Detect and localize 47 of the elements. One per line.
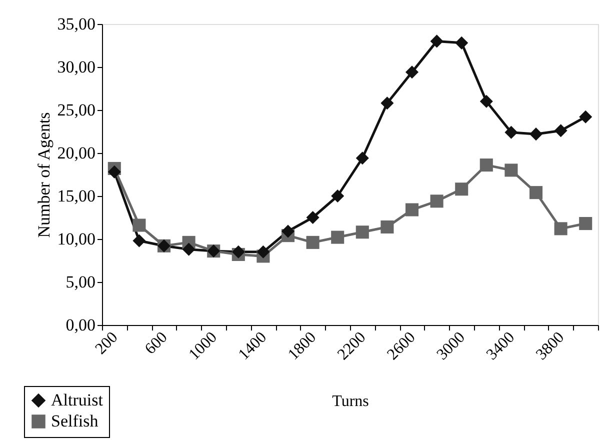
point — [331, 189, 344, 203]
point — [480, 158, 493, 172]
point — [256, 245, 270, 258]
point — [108, 165, 121, 178]
y-tick-label: 15,00 — [57, 186, 96, 206]
x-axis-title: Turns — [332, 392, 369, 410]
point — [579, 217, 592, 230]
point — [331, 230, 344, 244]
point — [455, 182, 468, 196]
point — [455, 36, 468, 50]
point — [182, 242, 196, 256]
x-tick-label: 1800 — [285, 328, 320, 364]
legend-label: Selfish — [51, 412, 99, 430]
point — [405, 66, 419, 79]
point — [356, 152, 369, 165]
x-tick-label: 1000 — [186, 328, 220, 364]
y-tick-label: 20,00 — [57, 144, 96, 162]
point — [480, 94, 493, 108]
point — [504, 126, 518, 139]
y-tick-label: 5,00 — [66, 272, 96, 292]
point — [132, 218, 146, 232]
y-tick-label: 35,00 — [57, 14, 96, 34]
y-tick-label: 10,00 — [57, 230, 96, 248]
y-tick-label: 25,00 — [57, 100, 96, 120]
point — [306, 236, 320, 249]
legend-label: Altruist — [51, 390, 104, 410]
point — [430, 34, 444, 48]
y-axis-title: Number of Agents — [34, 112, 54, 238]
point — [529, 128, 543, 141]
point — [554, 124, 568, 138]
point — [405, 203, 419, 216]
point — [380, 220, 394, 234]
point — [132, 234, 146, 248]
x-tick-label: 1400 — [235, 328, 270, 364]
y-tick-label: 0,00 — [66, 316, 96, 334]
y-tick-label: 30,00 — [57, 58, 96, 76]
x-tick-label: 600 — [142, 328, 171, 358]
point — [554, 222, 568, 236]
point — [504, 164, 518, 177]
point — [232, 245, 245, 258]
point — [380, 96, 394, 110]
point — [356, 226, 369, 239]
point — [281, 224, 295, 238]
point — [306, 210, 320, 224]
point — [529, 186, 543, 200]
point — [430, 194, 444, 208]
point — [579, 110, 592, 124]
